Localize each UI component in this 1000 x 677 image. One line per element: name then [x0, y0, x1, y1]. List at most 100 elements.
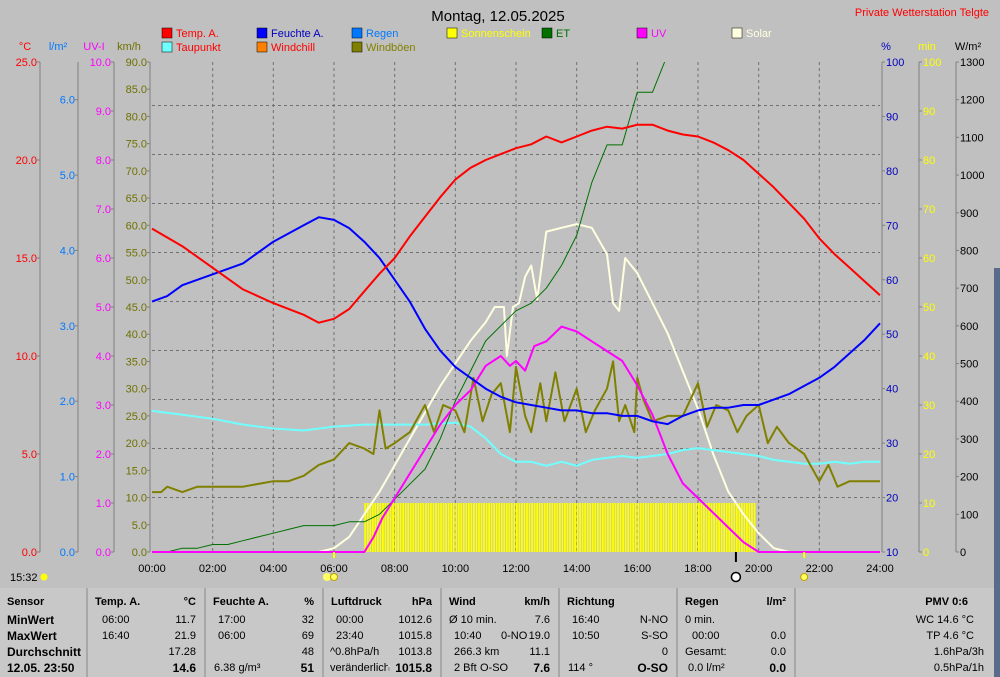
temp-min-value: 11.7 [175, 614, 196, 626]
sunshine-bar [715, 503, 718, 552]
axis-tick-label-uv: 5.0 [96, 302, 111, 314]
axis-tick-label-hum: 70 [886, 220, 898, 232]
sunshine-bar [483, 503, 485, 552]
axis-tick-label-sun: 70 [923, 204, 935, 216]
sunshine-bar [647, 503, 650, 552]
x-tick-label: 24:00 [866, 563, 894, 575]
axis-tick-label-solar: 1000 [960, 170, 984, 182]
sunshine-bar [594, 503, 597, 552]
pmv-trend-1h: 0.5hPa/1h [933, 662, 984, 674]
axis-tick-label-hum: 10 [886, 547, 898, 559]
axis-tick-label-rain: 2.0 [60, 396, 75, 408]
sunshine-bar [637, 503, 640, 552]
sunshine-bar [452, 503, 455, 552]
sunshine-bar [498, 503, 501, 552]
temp-avg-value: 17.28 [168, 646, 196, 658]
sunshine-bar [417, 503, 420, 552]
sunshine-bar [713, 503, 715, 552]
sunshine-bar [703, 503, 705, 552]
station-name: Private Wetterstation Telgte [855, 7, 989, 19]
x-tick-label: 22:00 [806, 563, 834, 575]
axis-tick-label-wind: 75.0 [126, 139, 147, 151]
axis-tick-label-sun: 100 [923, 57, 941, 69]
sunshine-bar [430, 503, 432, 552]
legend-taupunkt-swatch [161, 41, 173, 53]
sunshine-bar [556, 503, 559, 552]
hum-abs: 6.38 g/m³ [214, 662, 261, 674]
panel-wind: Wind km/h Ø 10 min. 7.6 10:40 0-NO 19.0 … [442, 588, 560, 677]
axis-tick-label-rain: 3.0 [60, 321, 75, 333]
sunshine-bar [510, 503, 513, 552]
sunshine-bar [723, 503, 726, 552]
sunshine-bar [682, 503, 685, 552]
sunshine-bar [538, 503, 541, 552]
temp-max-value: 21.9 [174, 630, 196, 642]
wind-bft: 2 Bft [454, 662, 477, 674]
press-max-value: 1015.8 [398, 630, 432, 642]
sunshine-bar [457, 503, 460, 552]
series-windböen [152, 360, 880, 494]
panel-humidity: Feuchte A. % 17:00 32 06:00 69 48 6.38 g… [206, 588, 324, 677]
press-trend: ^0.8hPa/h [330, 646, 380, 658]
axis-tick-label-uv: 6.0 [96, 253, 111, 265]
rain-total-label: Gesamt: [685, 646, 727, 658]
panel-pressure: Luftdruck hPa 00:00 1012.6 23:40 1015.8 … [324, 588, 442, 677]
wind-current-value: 7.6 [533, 661, 550, 675]
sunshine-bar [412, 503, 415, 552]
sun-marker-icon [330, 573, 338, 581]
axis-tick-label-temp: 15.0 [16, 253, 37, 265]
axis-unit-temp: °C [19, 41, 31, 53]
sunshine-bar [394, 503, 397, 552]
sunshine-bar [735, 503, 738, 552]
sunshine-bars [364, 503, 756, 552]
sunshine-bar [382, 503, 384, 552]
axis-tick-label-sun: 50 [923, 302, 935, 314]
legend-regen-label: Regen [366, 28, 398, 40]
axis-tick-label-rain: 0.0 [60, 547, 75, 559]
sunshine-bar [710, 503, 713, 552]
arrow-up-icon: ↑ [386, 662, 392, 674]
sunshine-bar [399, 503, 402, 552]
press-min-time: 00:00 [336, 614, 364, 626]
axis-tick-label-solar: 600 [960, 321, 978, 333]
hum-max-value: 69 [301, 630, 314, 642]
sensor-row-current: 12.05. 23:50 [7, 661, 75, 675]
sunshine-bar [574, 503, 576, 552]
axis-tick-label-temp: 25.0 [16, 57, 37, 69]
sunshine-bar [432, 503, 435, 552]
sunshine-bar [662, 503, 665, 552]
axis-unit-solar: W/m² [955, 41, 982, 53]
axis-tick-label-wind: 20.0 [126, 438, 147, 450]
axis-tick-label-sun: 40 [923, 351, 935, 363]
axis-tick-label-temp: 5.0 [22, 449, 37, 461]
grid [152, 62, 880, 552]
sunshine-bar [543, 503, 546, 552]
sunshine-bar [652, 503, 655, 552]
legend-temp-a--label: Temp. A. [176, 28, 219, 40]
sunshine-bar [609, 503, 612, 552]
axis-tick-label-sun: 90 [923, 106, 935, 118]
panel-sensor: Sensor MinWert MaxWert Durchschnitt 12.0… [0, 588, 88, 677]
sunshine-bar [738, 503, 741, 552]
sunshine-bar [700, 503, 703, 552]
sunshine-bar [672, 503, 675, 552]
axis-tick-label-rain: 6.0 [60, 95, 75, 107]
axis-tick-label-wind: 85.0 [126, 84, 147, 96]
axis-tick-label-uv: 1.0 [96, 498, 111, 510]
legend-taupunkt-label: Taupunkt [176, 42, 221, 54]
panel-temp: Temp. A. °C 06:00 11.7 16:40 21.9 17.28 … [88, 588, 206, 677]
axis-tick-label-wind: 35.0 [126, 356, 147, 368]
sunshine-bar [546, 503, 549, 552]
sunshine-bar [685, 503, 688, 552]
sunshine-bar [612, 503, 614, 552]
axis-tick-label-solar: 1200 [960, 95, 984, 107]
sunshine-bar [425, 503, 427, 552]
temp-header: Temp. A. [95, 596, 141, 608]
legend-sonnenschein-label: Sonnenschein [461, 28, 531, 40]
panel-pmv: PMV 0:6 WC 14.6 °C TP 4.6 °C 1.6hPa/3h 0… [796, 588, 994, 677]
dir-min-value: N-NO [639, 614, 668, 626]
series-taupunkt [151, 409, 880, 467]
axis-tick-label-uv: 7.0 [96, 204, 111, 216]
sunshine-bar [480, 503, 483, 552]
sunshine-bar [596, 503, 599, 552]
